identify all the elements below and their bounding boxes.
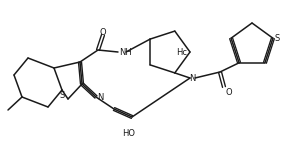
Text: S: S	[59, 91, 65, 101]
Text: HO: HO	[122, 129, 135, 138]
Text: Hc: Hc	[176, 48, 187, 57]
Text: N: N	[97, 92, 103, 102]
Text: O: O	[225, 88, 232, 97]
Text: N: N	[189, 74, 195, 83]
Text: O: O	[100, 28, 106, 37]
Text: NH: NH	[119, 48, 132, 57]
Text: S: S	[275, 34, 280, 43]
